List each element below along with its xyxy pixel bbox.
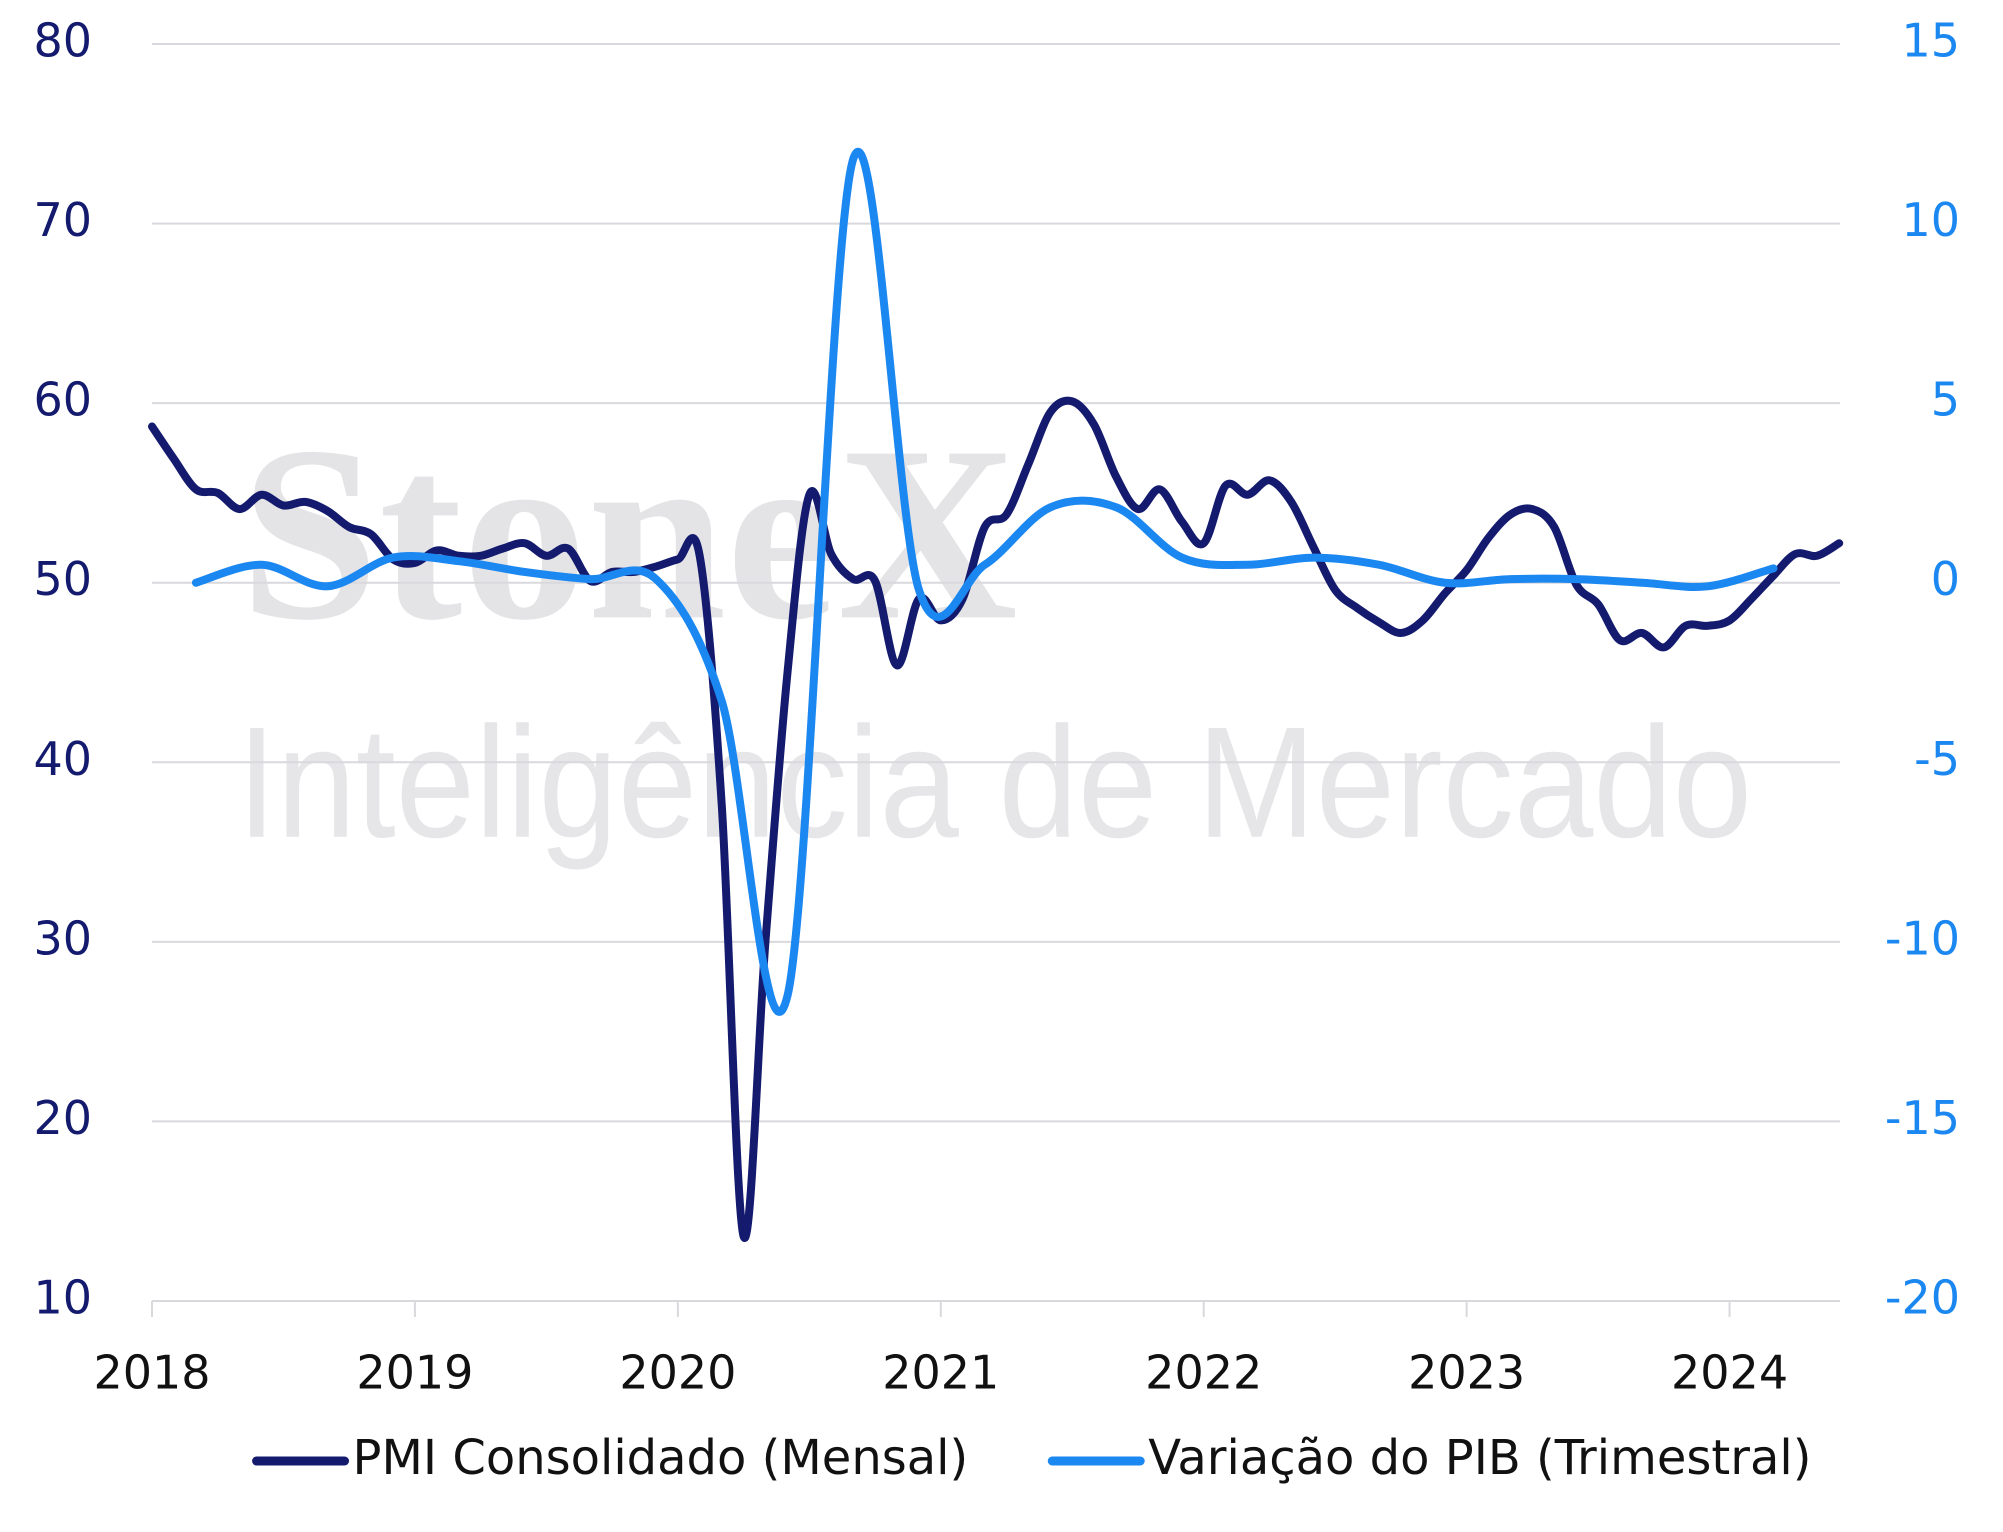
x-tick-label: 2022	[1145, 1346, 1262, 1400]
y2-tick-label: 15	[1901, 14, 1960, 68]
series-line	[191, 147, 1778, 1016]
y-tick-label: 70	[33, 193, 92, 247]
y-tick-label: 20	[33, 1091, 92, 1145]
x-tick-label: 2023	[1408, 1346, 1525, 1400]
y2-tick-label: 0	[1931, 552, 1960, 606]
x-tick-label: 2018	[93, 1346, 210, 1400]
x-tick-label: 2020	[619, 1346, 736, 1400]
y2-tick-label: 10	[1901, 193, 1960, 247]
y2-tick-label: -15	[1885, 1091, 1960, 1145]
legend-label: PMI Consolidado (Mensal)	[353, 1430, 969, 1486]
y-tick-label: 30	[33, 911, 92, 965]
x-tick-label: 2019	[356, 1346, 473, 1400]
y2-tick-label: -5	[1914, 732, 1960, 786]
y-tick-label: 60	[33, 373, 92, 427]
y2-tick-label: -10	[1885, 911, 1960, 965]
x-tick-label: 2021	[882, 1346, 999, 1400]
y-tick-label: 40	[33, 732, 92, 786]
y-tick-label: 50	[33, 552, 92, 606]
y2-tick-label: -20	[1885, 1271, 1960, 1325]
y-tick-label: 10	[33, 1271, 92, 1325]
watermark-text: Inteligência de Mercado	[237, 695, 1752, 871]
legend-label: Variação do PIB (Trimestral)	[1148, 1430, 1811, 1486]
x-tick-label: 2024	[1671, 1346, 1788, 1400]
y-tick-label: 80	[33, 14, 92, 68]
y2-tick-label: 5	[1931, 373, 1960, 427]
